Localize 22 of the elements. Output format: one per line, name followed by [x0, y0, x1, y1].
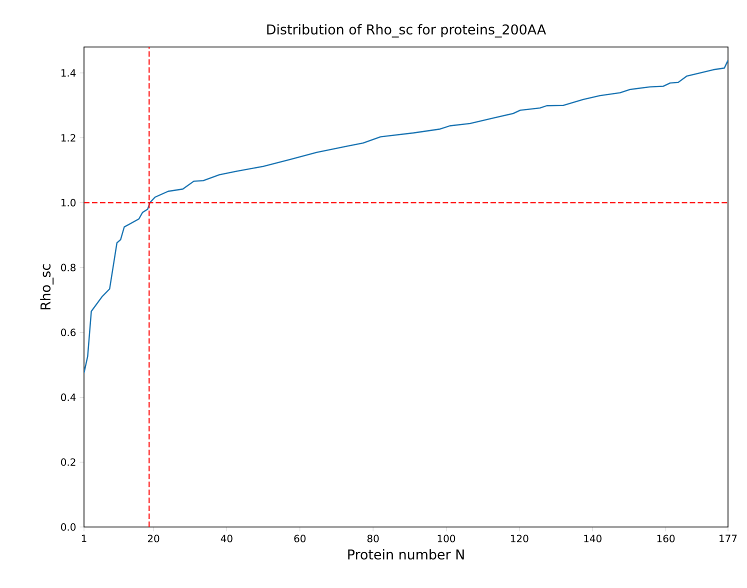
y-axis-title: Rho_sc: [40, 264, 54, 310]
x-tick-label: 40: [220, 534, 232, 542]
x-tick-label: 1: [82, 534, 86, 542]
y-tick-label: 0.4: [61, 393, 76, 402]
y-tick-label: 0.2: [61, 458, 76, 466]
x-tick-label: 80: [367, 534, 379, 542]
x-tick-label: 160: [657, 534, 675, 542]
x-tick-label: 100: [438, 534, 456, 542]
x-tick-label: 120: [511, 534, 528, 542]
y-tick-label: 0.6: [61, 328, 76, 336]
y-tick-label: 0.0: [61, 523, 76, 531]
y-tick-label: 1.2: [61, 134, 76, 142]
x-tick-label: 20: [148, 534, 160, 542]
x-tick-label: 60: [294, 534, 306, 542]
x-axis-title: Protein number N: [348, 549, 464, 560]
chart-title: Distribution of Rho_sc for proteins_200AA: [267, 24, 546, 38]
x-tick-label: 177: [720, 534, 737, 542]
y-tick-label: 0.8: [61, 264, 76, 272]
x-tick-label: 140: [584, 534, 602, 542]
y-tick-label: 1.4: [61, 69, 76, 77]
y-tick-label: 1.0: [61, 198, 76, 206]
line-series: [84, 60, 728, 374]
